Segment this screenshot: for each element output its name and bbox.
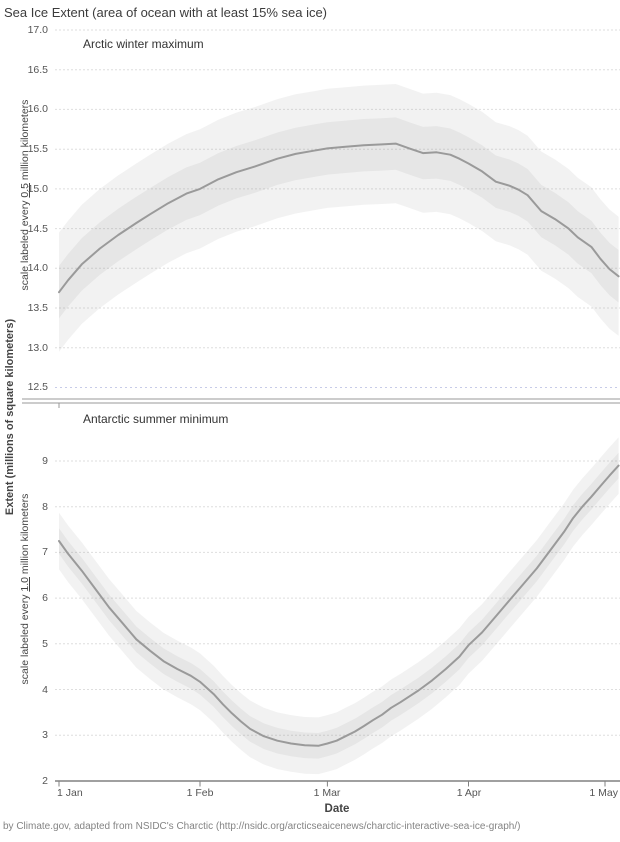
x-axis-title: Date bbox=[324, 803, 350, 815]
panel-title-arctic: Arctic winter maximum bbox=[83, 37, 204, 51]
panel-title-antarctic: Antarctic summer minimum bbox=[83, 412, 229, 426]
x-tick-label: 1 Mar bbox=[313, 787, 341, 799]
y-tick-label: 15.5 bbox=[27, 143, 48, 155]
y-tick-label: 2 bbox=[42, 775, 48, 787]
source-caption: by Climate.gov, adapted from NSIDC's Cha… bbox=[3, 821, 521, 832]
y-tick-label: 13.0 bbox=[27, 342, 48, 354]
y-tick-label: 4 bbox=[42, 684, 48, 696]
x-tick-label: 1 Feb bbox=[186, 787, 214, 799]
scale-note-prefix: scale labeled every bbox=[19, 197, 31, 291]
y-tick-label: 12.5 bbox=[27, 381, 48, 393]
arctic-band-inner bbox=[59, 117, 619, 319]
x-tick-label: 1 Jan bbox=[57, 787, 83, 799]
y-tick-label: 7 bbox=[42, 546, 48, 558]
arctic-band-outer bbox=[59, 84, 619, 352]
y-tick-label: 14.0 bbox=[27, 262, 48, 274]
scale-note-step: 1.0 bbox=[19, 577, 31, 592]
y-tick-label: 14.5 bbox=[27, 223, 48, 235]
y-tick-label: 16.5 bbox=[27, 64, 48, 76]
y-tick-label: 16.0 bbox=[27, 103, 48, 115]
y-tick-label: 17.0 bbox=[27, 24, 48, 36]
y-tick-label: 15.0 bbox=[27, 183, 48, 195]
y-tick-label: 3 bbox=[42, 729, 48, 741]
antarctic-band-outer bbox=[59, 437, 619, 775]
x-tick-label: 1 Apr bbox=[456, 787, 482, 799]
y-tick-label: 6 bbox=[42, 592, 48, 604]
y-tick-label: 8 bbox=[42, 501, 48, 513]
x-tick-label: 1 May bbox=[589, 787, 618, 799]
y-axis-scale-note-antarctic: scale labeled every 1.0 million kilomete… bbox=[19, 459, 31, 719]
arctic-mean-line bbox=[58, 142, 620, 294]
y-tick-label: 9 bbox=[42, 455, 48, 467]
antarctic-mean-line bbox=[58, 464, 620, 747]
y-tick-label: 5 bbox=[42, 638, 48, 650]
page-title: Sea Ice Extent (area of ocean with at le… bbox=[4, 5, 328, 20]
y-tick-label: 13.5 bbox=[27, 302, 48, 314]
